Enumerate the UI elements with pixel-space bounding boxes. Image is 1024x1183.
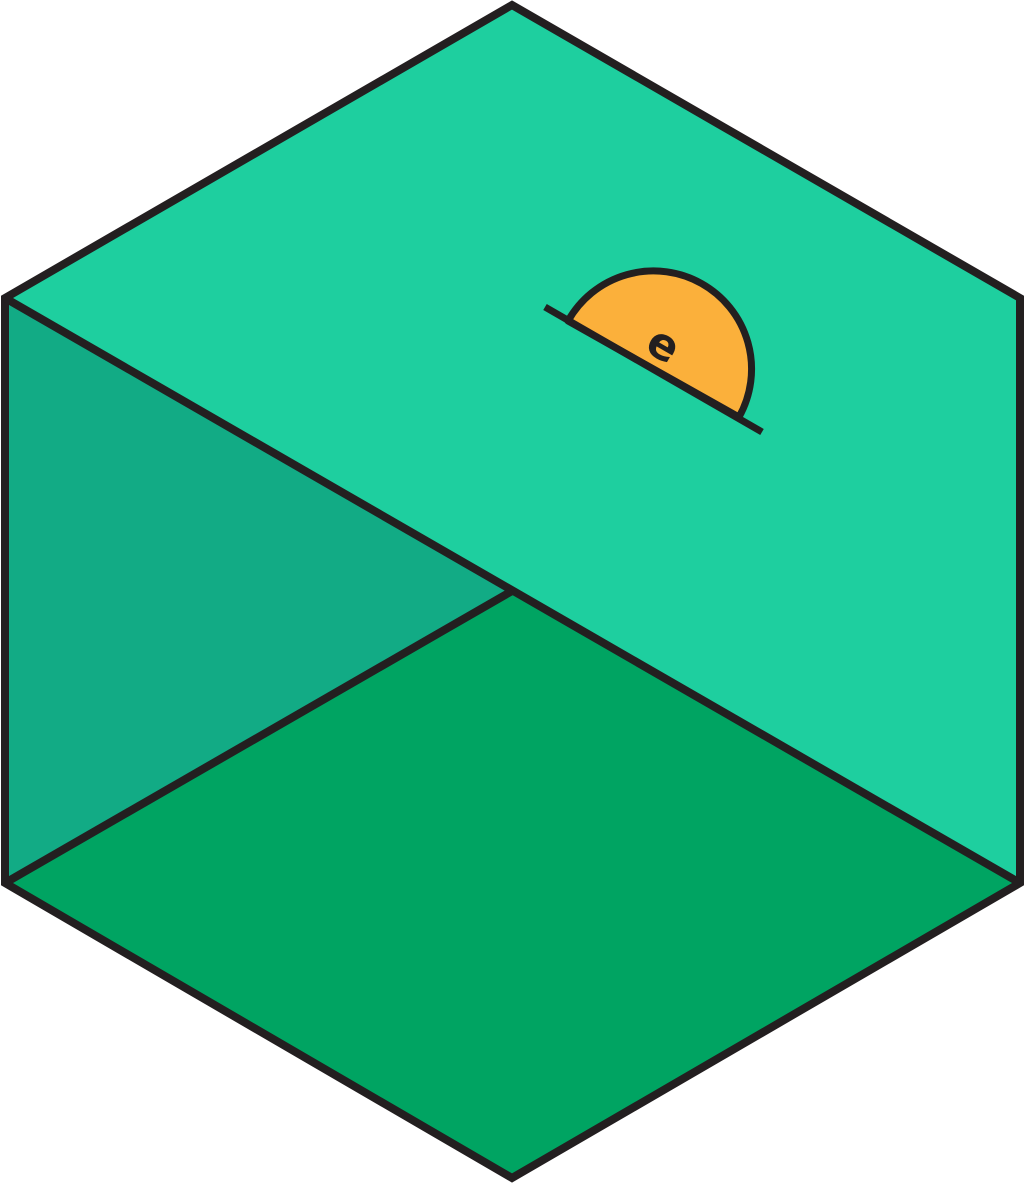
inner-edge [3, 587, 514, 887]
left-face [5, 298, 512, 883]
diagonal-edge [3, 294, 1022, 887]
top-face [5, 5, 1020, 883]
half-circle-icon: ә [543, 267, 764, 436]
